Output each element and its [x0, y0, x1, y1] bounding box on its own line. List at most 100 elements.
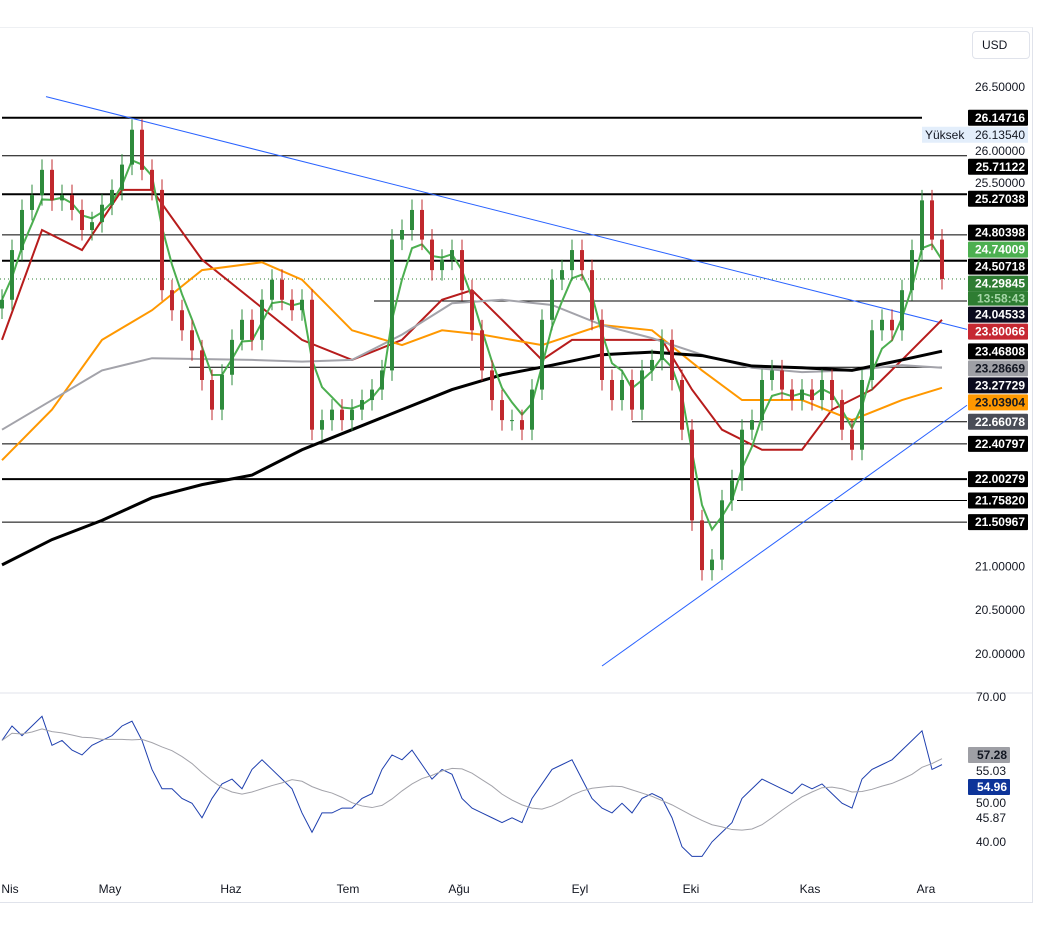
candle-body: [200, 350, 204, 380]
candle-body: [190, 330, 194, 351]
candle: [210, 369, 214, 421]
candle-body: [80, 209, 84, 231]
candle: [90, 211, 94, 241]
candle-body: [70, 195, 74, 210]
candle: [0, 289, 4, 319]
candle: [900, 279, 904, 341]
candle-body: [230, 339, 234, 375]
candle: [870, 319, 874, 391]
candle-body: [860, 379, 864, 450]
candle-body: [620, 379, 624, 401]
candle: [810, 379, 814, 411]
candle: [270, 269, 274, 311]
price-tag-bg: [968, 275, 1028, 292]
candle-body: [650, 359, 654, 371]
candle: [350, 399, 354, 431]
price-tag: 23.28669: [975, 361, 1025, 375]
candle: [680, 369, 684, 441]
candle-body: [400, 230, 404, 240]
candle: [40, 159, 44, 206]
x-axis-label: Kas: [800, 882, 821, 896]
price-tag: 23.03904: [975, 395, 1025, 409]
candle-body: [500, 400, 504, 421]
candle-body: [370, 389, 374, 401]
candle: [520, 409, 524, 441]
candle: [820, 369, 824, 411]
candle-body: [720, 500, 724, 560]
rsi-tag-bg: [968, 746, 1010, 763]
candle: [100, 194, 104, 233]
candle: [310, 289, 314, 441]
price-tick-label: 25.50000: [975, 176, 1025, 190]
candle-body: [590, 270, 594, 320]
candle-body: [450, 250, 454, 260]
candle-body: [150, 169, 154, 190]
rsi-tick-label: 70.00: [976, 690, 1006, 704]
candle: [450, 239, 454, 271]
price-tag: 23.27729: [975, 378, 1025, 392]
candle-body: [870, 330, 874, 380]
price-tick-label: 20.00000: [975, 647, 1025, 661]
high-marker-value: 26.13540: [975, 128, 1025, 142]
rsi-tag-bg: [968, 778, 1010, 795]
candle: [760, 369, 764, 431]
candle-body: [300, 299, 304, 311]
candle-body: [700, 520, 704, 571]
candle-body: [30, 195, 34, 210]
rsi-tag: 57.28: [977, 748, 1007, 762]
x-axis-label: Eyl: [572, 882, 589, 896]
candle: [600, 309, 604, 391]
price-tag: 22.40797: [975, 437, 1025, 451]
candle-body: [110, 189, 114, 205]
candle-body: [850, 429, 854, 450]
candle: [500, 389, 504, 431]
candle-body: [240, 319, 244, 340]
rsi-tag: 54.96: [977, 780, 1007, 794]
price-tag: 24.29845: [975, 277, 1025, 291]
high-marker-label: Yüksek: [925, 128, 965, 142]
chart-frame: [0, 27, 1033, 903]
price-tag: 21.50967: [975, 515, 1025, 529]
candle: [660, 329, 664, 371]
rsi-tick-label: 50.00: [976, 796, 1006, 810]
candle-body: [180, 310, 184, 331]
candle: [540, 309, 544, 401]
candle: [750, 409, 754, 441]
candle: [60, 184, 64, 211]
candle-body: [600, 319, 604, 380]
rsi-tick-label: 40.00: [976, 835, 1006, 849]
candle: [710, 549, 714, 581]
candle: [360, 389, 364, 421]
candle: [780, 359, 784, 401]
candle-body: [610, 379, 614, 401]
candle-body: [210, 379, 214, 410]
price-tag-bg: [968, 323, 1028, 340]
candle-body: [680, 379, 684, 430]
candle: [410, 199, 414, 241]
candle: [670, 329, 674, 391]
candle-body: [740, 429, 744, 481]
candle: [690, 419, 694, 531]
price-tag-bg: [968, 306, 1028, 323]
candle-body: [900, 290, 904, 331]
candle: [440, 249, 444, 281]
candle: [240, 309, 244, 351]
candle-body: [770, 370, 774, 380]
rsi-tick-label: 55.03: [976, 764, 1006, 778]
price-tag-bg: [968, 492, 1028, 509]
candle: [650, 349, 654, 381]
candle-body: [880, 319, 884, 331]
candle: [190, 319, 194, 361]
candle: [850, 419, 854, 461]
currency-button[interactable]: USD: [972, 31, 1030, 59]
candle-body: [350, 409, 354, 421]
candle-body: [640, 370, 644, 410]
price-tag-bg: [968, 413, 1028, 430]
candle: [910, 239, 914, 301]
candle: [130, 119, 134, 176]
candle: [160, 179, 164, 301]
price-tag-bg: [968, 360, 1028, 377]
candle-body: [920, 200, 924, 251]
candle: [840, 389, 844, 441]
